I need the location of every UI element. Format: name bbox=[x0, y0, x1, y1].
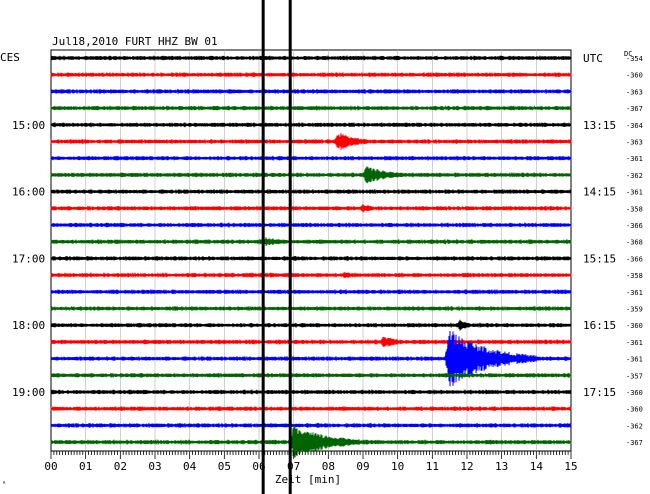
dc-offset-label: -366 bbox=[626, 255, 643, 263]
trace-row-17 bbox=[50, 337, 572, 347]
dc-offset-labels: -354 -360 -363 -367 -364 -363 -361 -362 -361 -358… bbox=[626, 55, 643, 447]
trace-row-22 bbox=[50, 422, 572, 428]
corner-mark: ᴬ bbox=[2, 479, 6, 488]
trace-row-9 bbox=[50, 204, 572, 213]
dc-offset-label: -358 bbox=[626, 272, 643, 280]
right-time-label: 13:15 bbox=[583, 119, 616, 132]
left-time-labels: 15:00 16:00 17:00 18:00 19:00 bbox=[12, 119, 45, 399]
x-tick-label: 15 bbox=[564, 460, 577, 473]
grid bbox=[50, 49, 572, 452]
dc-offset-label: -361 bbox=[626, 339, 643, 347]
dc-offset-label: -367 bbox=[626, 439, 643, 447]
x-tick-label: 05 bbox=[218, 460, 231, 473]
right-time-label: 17:15 bbox=[583, 386, 616, 399]
x-axis: 00 01 02 03 04 05 06 07 08 09 10 11 12 13 14 15 bbox=[44, 451, 578, 473]
x-axis-label: Zeit [min] bbox=[275, 473, 341, 486]
trace-row-21 bbox=[50, 405, 572, 412]
x-tick-label: 12 bbox=[460, 460, 473, 473]
trace-row-18 bbox=[50, 330, 572, 387]
dc-offset-label: -361 bbox=[626, 356, 643, 364]
right-time-label: 15:15 bbox=[583, 252, 616, 265]
trace-row-5 bbox=[50, 133, 572, 150]
right-time-label: 14:15 bbox=[583, 186, 616, 199]
x-tick-label: 06 bbox=[252, 460, 265, 473]
trace-row-7 bbox=[50, 166, 572, 184]
dc-offset-label: -359 bbox=[626, 306, 643, 314]
dc-offset-label: -364 bbox=[626, 122, 643, 130]
trace-row-6 bbox=[50, 155, 572, 161]
left-timezone-label: CES bbox=[0, 51, 20, 64]
x-tick-label: 04 bbox=[183, 460, 197, 473]
dc-offset-label: -361 bbox=[626, 155, 643, 163]
left-time-label: 19:00 bbox=[12, 386, 45, 399]
dc-offset-label: -366 bbox=[626, 222, 643, 230]
right-dc-label: DC bbox=[624, 50, 632, 58]
trace-row-23 bbox=[50, 426, 572, 458]
right-time-label: UTC bbox=[583, 52, 603, 65]
trace-rows bbox=[50, 55, 572, 458]
x-tick-label: 01 bbox=[79, 460, 92, 473]
x-tick-label: 08 bbox=[322, 460, 335, 473]
left-time-label: 16:00 bbox=[12, 186, 45, 199]
dc-offset-label: -357 bbox=[626, 372, 643, 380]
dc-offset-label: -360 bbox=[626, 72, 643, 80]
trace-row-14 bbox=[50, 289, 572, 295]
dc-offset-label: -363 bbox=[626, 139, 643, 147]
x-tick-label: 02 bbox=[114, 460, 127, 473]
trace-row-8 bbox=[50, 189, 572, 195]
left-time-label: 15:00 bbox=[12, 119, 45, 132]
chart-title: Jul18,2010 FURT HHZ BW 01 bbox=[52, 35, 218, 48]
dc-offset-label: -367 bbox=[626, 105, 643, 113]
dc-offset-label: -354 bbox=[626, 55, 643, 63]
trace-row-20 bbox=[50, 389, 572, 395]
trace-row-0 bbox=[50, 55, 572, 61]
x-tick-label: 14 bbox=[530, 460, 544, 473]
trace-row-3 bbox=[50, 105, 572, 111]
right-time-labels: UTC 13:15 14:15 15:15 16:15 17:15 bbox=[583, 52, 616, 399]
dc-offset-label: -361 bbox=[626, 189, 643, 197]
event-markers bbox=[261, 0, 292, 494]
trace-row-2 bbox=[50, 88, 572, 94]
left-time-label: 18:00 bbox=[12, 319, 45, 332]
x-tick-label: 00 bbox=[44, 460, 57, 473]
trace-row-11 bbox=[50, 237, 572, 247]
x-tick-label: 10 bbox=[391, 460, 404, 473]
x-tick-label: 11 bbox=[426, 460, 439, 473]
left-time-label: 17:00 bbox=[12, 252, 45, 265]
trace-row-12 bbox=[50, 255, 572, 261]
dc-offset-label: -360 bbox=[626, 322, 643, 330]
x-tick-label: 03 bbox=[148, 460, 161, 473]
trace-row-15 bbox=[50, 305, 572, 312]
dc-offset-label: -360 bbox=[626, 406, 643, 414]
dc-offset-label: -363 bbox=[626, 88, 643, 96]
dc-offset-label: -361 bbox=[626, 289, 643, 297]
dc-offset-label: -362 bbox=[626, 422, 643, 430]
x-tick-label: 13 bbox=[495, 460, 508, 473]
trace-row-1 bbox=[50, 71, 572, 78]
dc-offset-label: -362 bbox=[626, 172, 643, 180]
trace-row-4 bbox=[50, 122, 572, 128]
x-tick-label: 09 bbox=[356, 460, 369, 473]
dc-offset-label: -360 bbox=[626, 389, 643, 397]
dc-offset-label: -368 bbox=[626, 239, 643, 247]
x-tick-label: 07 bbox=[287, 460, 300, 473]
trace-row-13 bbox=[50, 272, 572, 278]
dc-offset-label: -358 bbox=[626, 205, 643, 213]
trace-row-19 bbox=[50, 372, 572, 379]
right-time-label: 16:15 bbox=[583, 319, 616, 332]
trace-row-16 bbox=[50, 319, 572, 331]
trace-row-10 bbox=[50, 222, 572, 228]
